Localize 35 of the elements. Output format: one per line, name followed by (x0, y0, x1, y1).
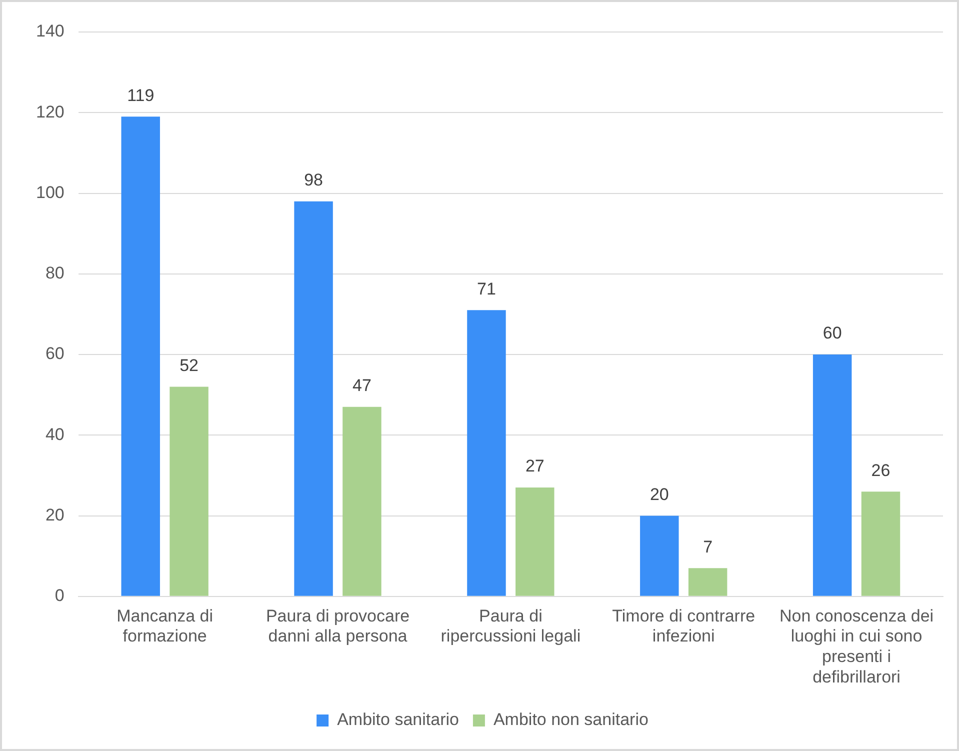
bar (467, 310, 506, 596)
bar (688, 568, 728, 596)
bar (861, 492, 900, 596)
data-label: 98 (304, 170, 324, 190)
x-tick-label: Non conoscenza dei luoghi in cui sono presenti i defibrillarori (780, 606, 934, 686)
x-tick-label: Paura di provocare danni alla persona (266, 606, 410, 646)
data-label: 52 (180, 356, 198, 375)
y-tick-label: 0 (54, 586, 64, 606)
bar (342, 406, 382, 596)
data-label: 60 (822, 324, 842, 343)
y-tick-label: 100 (36, 182, 64, 202)
bar (516, 488, 554, 596)
bar (812, 354, 852, 596)
data-label: 71 (477, 279, 496, 298)
x-tick-label: Paura di ripercussioni legali (440, 606, 581, 646)
bar (121, 116, 160, 596)
data-label: 47 (352, 376, 372, 396)
y-tick-label: 40 (45, 424, 64, 444)
data-label: 119 (127, 86, 154, 105)
y-tick-label: 20 (45, 505, 64, 524)
x-tick-label: Timore di contrarre infezioni (612, 606, 756, 646)
data-label: 7 (703, 537, 713, 556)
y-tick-label: 60 (45, 344, 64, 364)
bar (294, 201, 333, 596)
bar (170, 386, 208, 596)
legend-label: Ambito non sanitario (493, 710, 648, 730)
x-tick-label: Mancanza di formazione (116, 606, 214, 646)
legend-label: Ambito sanitario (337, 710, 459, 730)
bar (640, 516, 679, 596)
y-tick-label: 140 (36, 22, 64, 41)
data-label: 20 (650, 484, 669, 504)
data-label: 26 (871, 460, 890, 480)
y-tick-label: 80 (45, 264, 64, 283)
y-tick-label: 120 (36, 102, 64, 122)
data-label: 27 (525, 456, 544, 476)
